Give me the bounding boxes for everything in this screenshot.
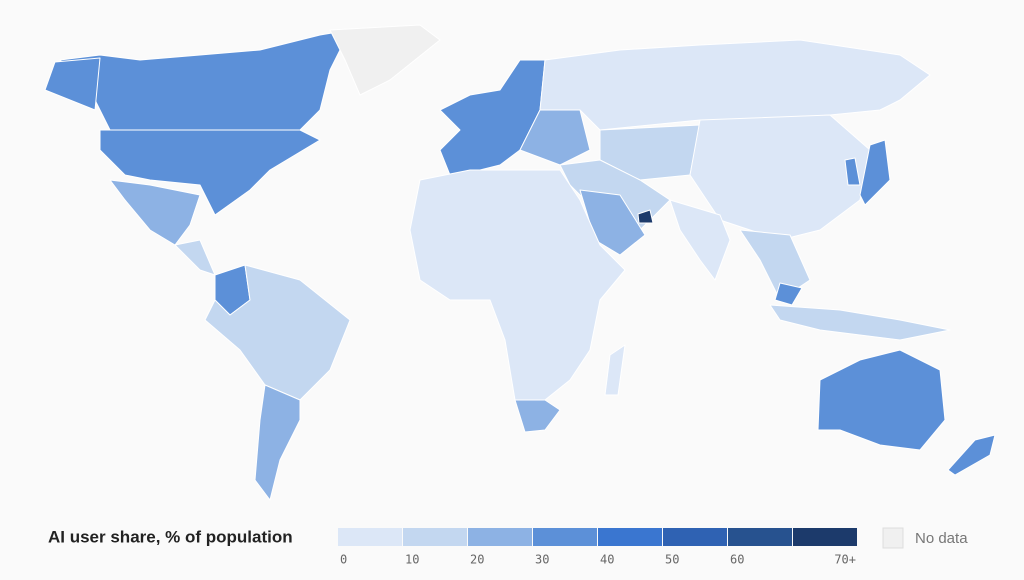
- legend-swatch: [468, 528, 532, 546]
- legend-tick-label: 30: [535, 553, 549, 567]
- legend-tick-label: 60: [730, 553, 744, 567]
- region: [604, 344, 626, 396]
- region: [329, 24, 441, 96]
- region: [514, 399, 561, 433]
- legend-swatch: [793, 528, 857, 546]
- world-map: [44, 24, 996, 501]
- legend-swatch: [598, 528, 662, 546]
- legend-tick-label: 0: [340, 553, 347, 567]
- legend-swatch: [663, 528, 727, 546]
- region: [599, 124, 701, 181]
- legend-swatch: [728, 528, 792, 546]
- region: [637, 209, 654, 224]
- region: [689, 114, 871, 241]
- legend: 0 10 20 30 40 50 60 70+: [338, 528, 857, 567]
- region: [769, 304, 951, 341]
- region: [774, 282, 803, 306]
- region: [844, 157, 861, 186]
- no-data-swatch: [882, 527, 904, 549]
- legend-tick-label: 50: [665, 553, 679, 567]
- legend-title: AI user share, % of population: [48, 527, 293, 546]
- region: [409, 169, 626, 401]
- legend-tick-label: 40: [600, 553, 614, 567]
- legend-swatch: [338, 528, 402, 546]
- no-data-label: No data: [915, 530, 968, 547]
- legend-tick-label: 70+: [834, 553, 856, 567]
- legend-tick-label: 10: [405, 553, 419, 567]
- region: [254, 384, 301, 501]
- legend-swatch: [533, 528, 597, 546]
- region: [109, 179, 201, 246]
- region: [817, 349, 946, 451]
- region: [859, 139, 891, 206]
- region: [204, 264, 351, 401]
- region: [539, 39, 931, 131]
- region: [669, 199, 731, 281]
- legend-swatch: [403, 528, 467, 546]
- legend-tick-label: 20: [470, 553, 484, 567]
- region: [99, 129, 321, 216]
- region: [947, 434, 996, 476]
- region: [44, 57, 101, 111]
